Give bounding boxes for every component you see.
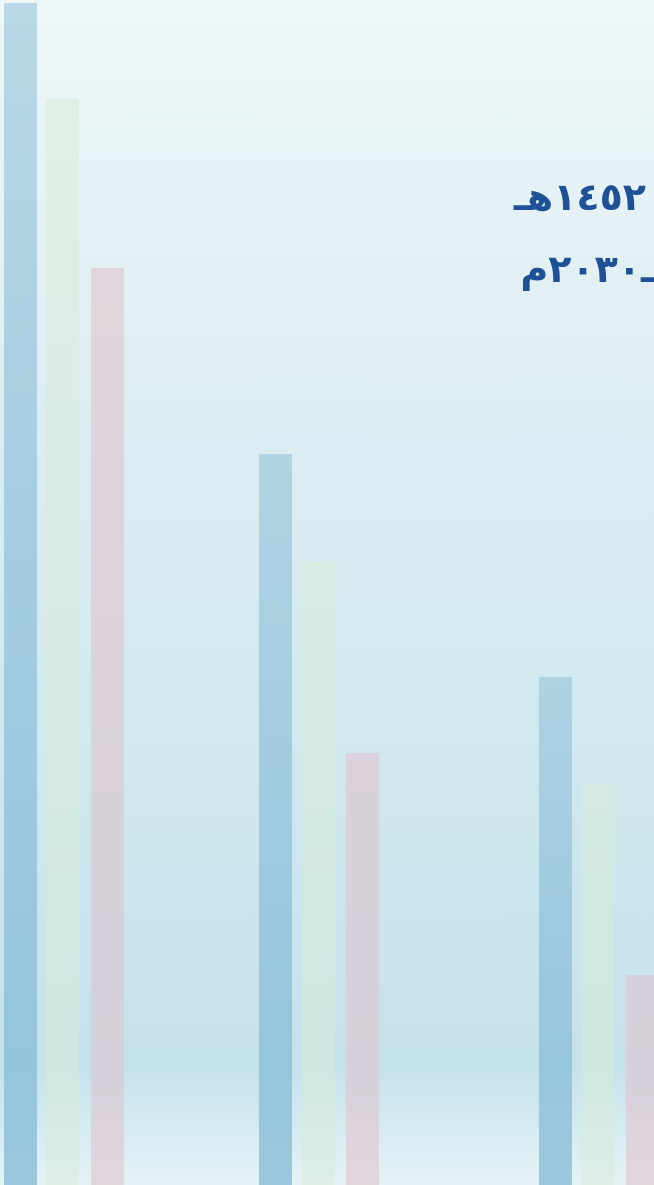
decor-bar bbox=[91, 268, 124, 1185]
decor-bar bbox=[539, 677, 572, 1185]
decor-bar bbox=[46, 99, 79, 1185]
decor-bar bbox=[626, 975, 654, 1185]
gregorian-year: ـ٢٠٣٠م bbox=[520, 250, 654, 288]
decor-bar bbox=[581, 784, 614, 1185]
decor-bar bbox=[346, 753, 379, 1185]
decor-bar bbox=[302, 562, 335, 1185]
decor-bar bbox=[259, 454, 292, 1185]
page: ١٤٥٢هـ ـ٢٠٣٠م (() => { const data = JSON… bbox=[0, 0, 654, 1185]
decor-bar bbox=[4, 3, 37, 1185]
hijri-year: ١٤٥٢هـ bbox=[514, 178, 646, 216]
